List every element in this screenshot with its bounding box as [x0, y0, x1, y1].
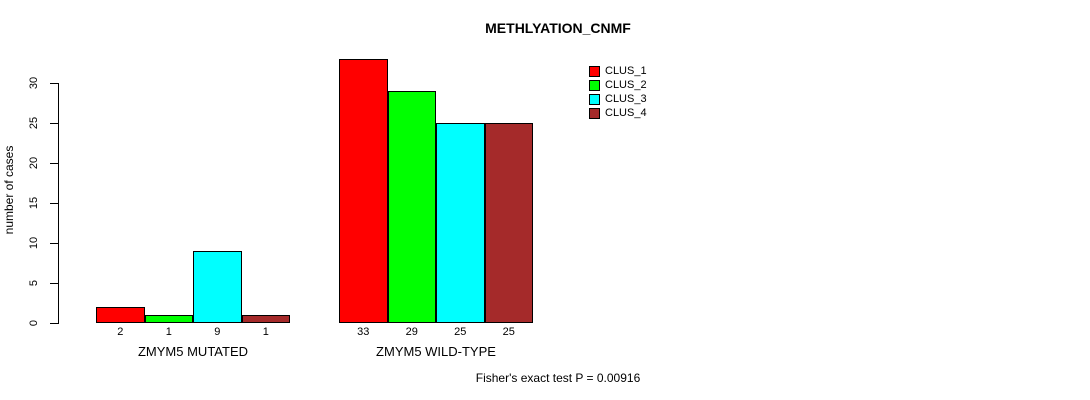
y-tick-label: 30 — [28, 76, 40, 90]
group-label-wild-type: ZMYM5 WILD-TYPE — [376, 344, 496, 359]
y-tick-mark — [50, 83, 58, 84]
bar-clus_2-wild-type — [387, 91, 436, 323]
bar-clus_3-wild-type — [436, 123, 485, 323]
legend-swatch-clus-4-icon — [589, 107, 600, 119]
y-tick-mark — [50, 203, 58, 204]
y-axis-label: number of cases — [2, 145, 16, 235]
y-tick-mark — [50, 283, 58, 284]
legend-label-clus-3: CLUS_3 — [605, 93, 647, 105]
bar-clus_1-wild-type — [339, 59, 388, 323]
legend-item-clus-4: CLUS_4 — [589, 106, 647, 120]
y-tick-mark — [50, 163, 58, 164]
bar-value-label: 33 — [357, 326, 370, 338]
bar-value-label: 1 — [262, 326, 269, 338]
bar-value-label: 2 — [117, 326, 124, 338]
bar-value-label: 1 — [165, 326, 172, 338]
fisher-exact-test-annotation: Fisher's exact test P = 0.00916 — [475, 371, 641, 385]
legend-label-clus-1: CLUS_1 — [605, 65, 647, 77]
legend-swatch-clus-3-icon — [589, 93, 600, 105]
legend-swatch-clus-1-icon — [589, 65, 600, 77]
bar-clus_3-mutated — [193, 251, 242, 323]
bar-clus_4-wild-type — [484, 123, 533, 323]
legend: CLUS_1 CLUS_2 CLUS_3 CLUS_4 — [589, 64, 647, 120]
bar-value-label: 25 — [502, 326, 515, 338]
legend-label-clus-2: CLUS_2 — [605, 79, 647, 91]
y-tick-label: 15 — [28, 196, 40, 210]
y-tick-mark — [50, 243, 58, 244]
y-tick-mark — [50, 323, 58, 324]
group-label-mutated: ZMYM5 MUTATED — [137, 344, 249, 359]
y-tick-label: 10 — [28, 236, 40, 250]
y-tick-mark — [50, 123, 58, 124]
y-tick-label: 20 — [28, 156, 40, 170]
y-tick-label: 25 — [28, 116, 40, 130]
bar-clus_1-mutated — [96, 307, 145, 323]
bar-value-label: 9 — [214, 326, 221, 338]
bar-value-label: 29 — [405, 326, 418, 338]
legend-item-clus-3: CLUS_3 — [589, 92, 647, 106]
y-tick-label: 5 — [28, 279, 40, 287]
chart-title: METHLYATION_CNMF — [485, 20, 631, 36]
bar-value-label: 25 — [454, 326, 467, 338]
bar-clus_4-mutated — [241, 315, 290, 323]
y-axis-line — [58, 83, 59, 324]
legend-swatch-clus-2-icon — [589, 79, 600, 91]
y-tick-label: 0 — [28, 319, 40, 327]
legend-item-clus-2: CLUS_2 — [589, 78, 647, 92]
legend-item-clus-1: CLUS_1 — [589, 64, 647, 78]
bar-clus_2-mutated — [144, 315, 193, 323]
legend-label-clus-4: CLUS_4 — [605, 107, 647, 119]
